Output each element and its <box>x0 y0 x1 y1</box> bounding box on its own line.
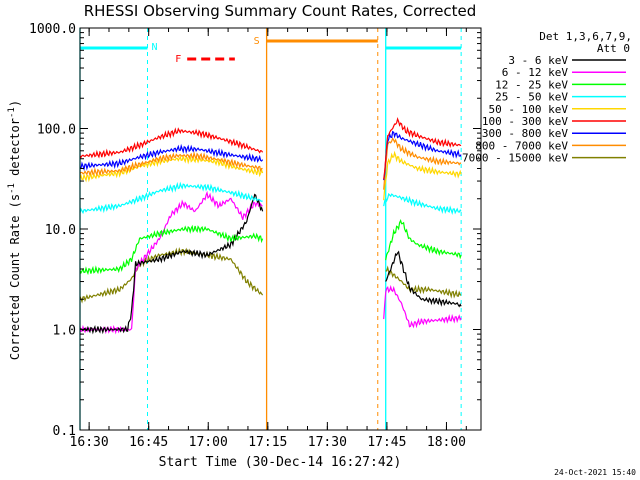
x-tick-label: 17:15 <box>248 435 287 450</box>
series-line-4-seg-1 <box>79 181 263 215</box>
y-axis-label: Corrected Count Rate (s-1 detector-1) <box>7 100 22 360</box>
y-tick-label: 1000.0 <box>29 22 76 37</box>
legend-label-6: 100 - 300 keV <box>482 115 568 128</box>
y-axis-label-part2: detector <box>8 118 22 183</box>
legend-label-8: 800 - 7000 keV <box>475 139 568 152</box>
legend-header-2: Att 0 <box>597 42 630 55</box>
y-axis-label-sup2: -1 <box>7 107 17 118</box>
saa-label: S <box>254 36 260 47</box>
flare-label: F <box>175 54 181 65</box>
y-tick-label: 1.0 <box>53 324 76 339</box>
series-line-6-seg-2 <box>383 117 462 180</box>
night-label: N <box>151 42 157 53</box>
series-line-8-seg-1 <box>79 150 263 177</box>
series-line-9-seg-2 <box>385 265 462 299</box>
series-line-6-seg-1 <box>79 127 264 159</box>
legend-header-1: Det 1,3,6,7,9, <box>539 30 632 43</box>
series-layer <box>79 117 462 335</box>
annotation-layer: N S F <box>79 28 462 430</box>
legend-label-2: 6 - 12 keV <box>502 66 569 79</box>
x-tick-label: 18:00 <box>427 435 466 450</box>
series-line-2-seg-2 <box>383 284 462 329</box>
footer-timestamp: 24-Oct-2021 15:40 <box>554 468 636 477</box>
series-line-4-seg-2 <box>383 192 462 216</box>
legend-label-9: 7000 - 15000 keV <box>462 152 568 165</box>
x-tick-label: 17:45 <box>367 435 406 450</box>
series-line-3-seg-1 <box>79 224 264 276</box>
x-tick-label: 16:45 <box>129 435 168 450</box>
legend-label-5: 50 - 100 keV <box>489 103 569 116</box>
y-axis-label-part3: ) <box>8 100 22 107</box>
series-line-2-seg-1 <box>79 190 263 335</box>
y-axis-label-sup1: -1 <box>7 183 17 194</box>
series-line-5-seg-2 <box>383 150 462 201</box>
x-tick-label: 17:30 <box>308 435 347 450</box>
series-line-7-seg-2 <box>383 130 462 181</box>
series-line-7-seg-1 <box>79 143 264 172</box>
series-line-1-seg-1 <box>79 193 264 335</box>
legend-label-1: 3 - 6 keV <box>508 54 568 67</box>
x-axis-label: Start Time (30-Dec-14 16:27:42) <box>159 455 402 470</box>
legend-label-7: 300 - 800 keV <box>482 127 568 140</box>
plot-frame <box>79 27 482 431</box>
y-axis: 1000.0 100.0 10.0 1.0 0.1 <box>29 22 481 439</box>
x-tick-label: 17:00 <box>189 435 228 450</box>
chart-title: RHESSI Observing Summary Count Rates, Co… <box>84 2 477 20</box>
x-axis: 16:30 16:45 17:00 17:15 17:30 17:45 18:00 <box>70 28 467 450</box>
series-line-8-seg-2 <box>383 137 462 190</box>
y-tick-label: 10.0 <box>45 223 76 238</box>
legend-label-4: 25 - 50 keV <box>495 91 568 104</box>
series-line-3-seg-2 <box>385 218 462 261</box>
y-tick-label: 100.0 <box>37 123 76 138</box>
y-tick-label: 0.1 <box>53 424 76 439</box>
legend-label-3: 12 - 25 keV <box>495 78 568 91</box>
x-tick-label: 16:30 <box>70 435 109 450</box>
y-axis-label-part1: Corrected Count Rate (s <box>8 194 22 360</box>
series-line-1-seg-2 <box>385 250 462 308</box>
